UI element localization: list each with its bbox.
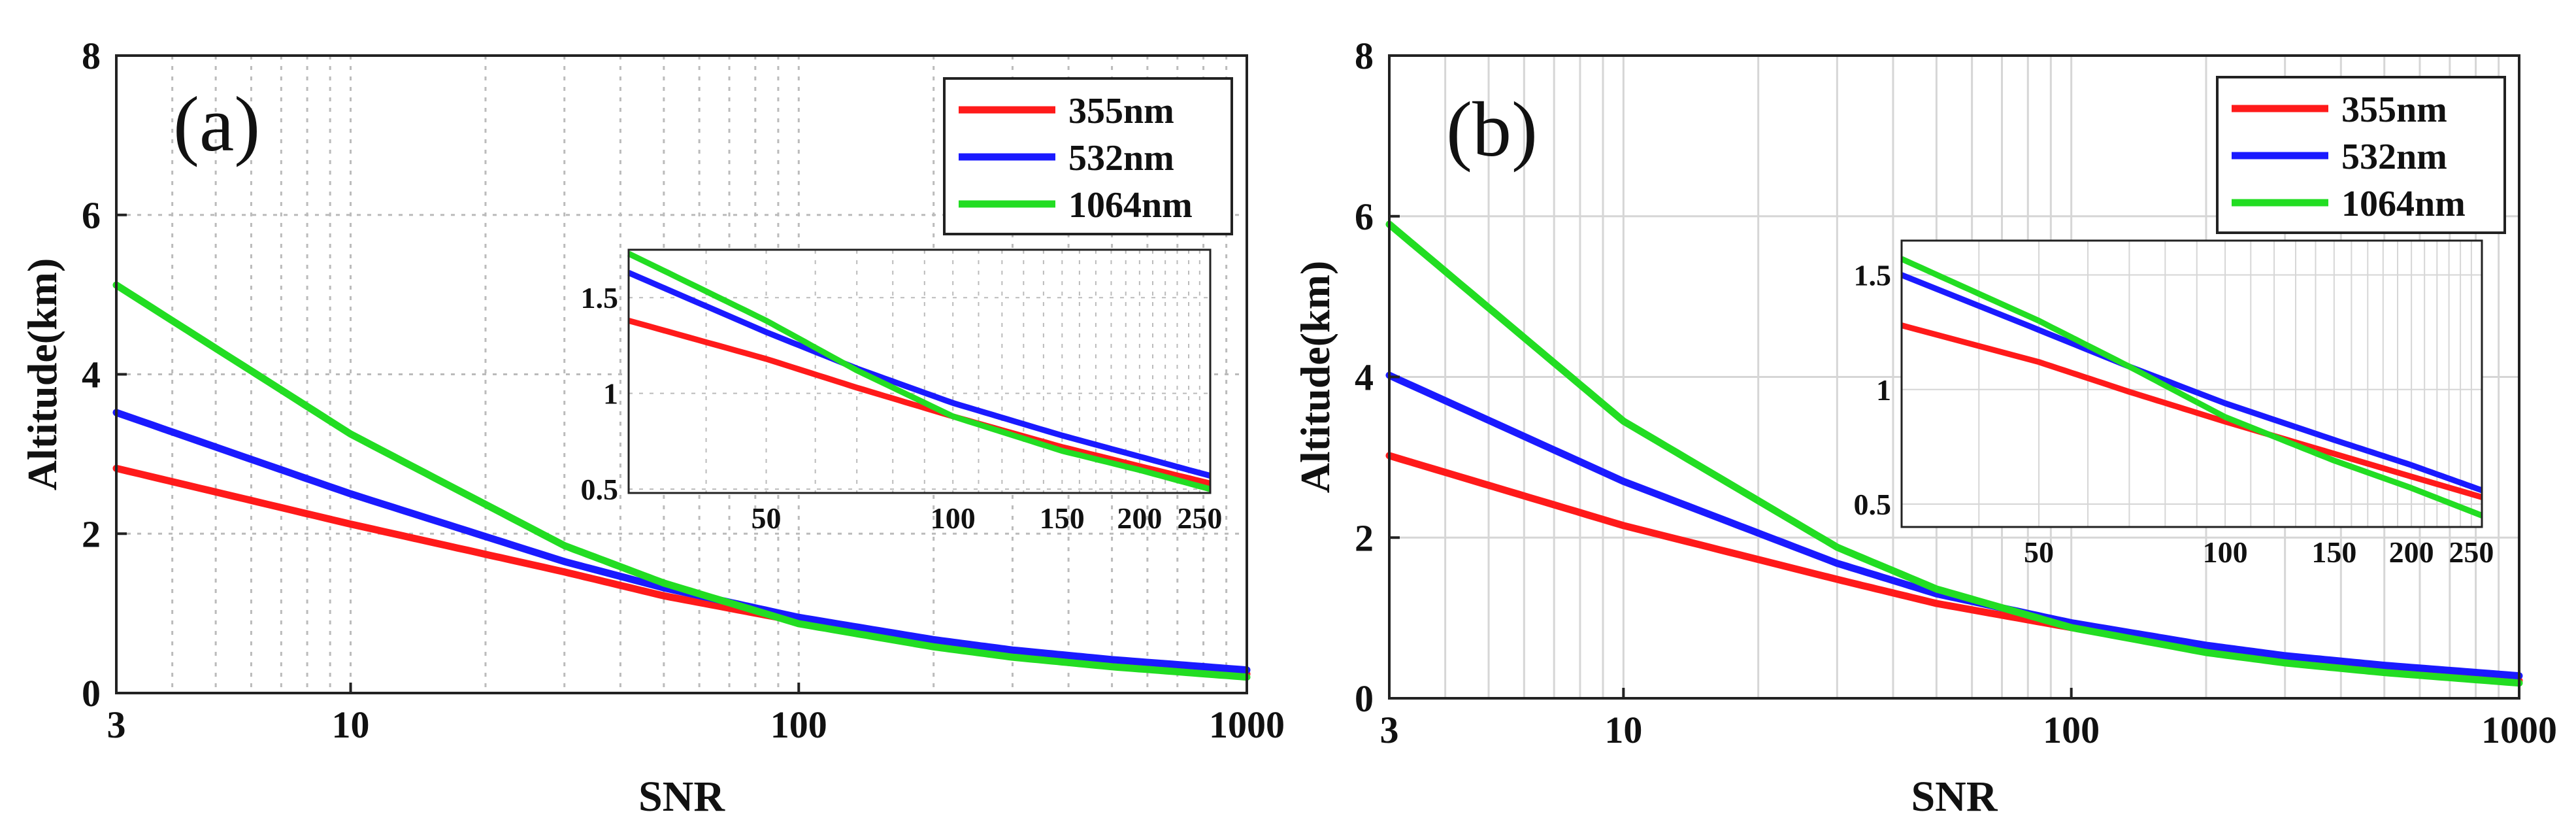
- y-tick-label: 0: [82, 672, 101, 715]
- panel-label: (b): [1446, 86, 1538, 173]
- y-tick-label: 4: [82, 354, 101, 396]
- chart-panel-a: 3 10 100 1000 0 2 4 6 8 SNR Altitude(km) (a) 355nm 53…: [19, 35, 1285, 821]
- inset-x-tick-label: 150: [1040, 501, 1085, 535]
- inset-y-tick-label: 1: [1876, 373, 1891, 407]
- inset-chart: 50 100 150 200 250 0.5 1 1.5: [1854, 239, 2494, 569]
- inset-y-tick-label: 0.5: [1854, 488, 1892, 521]
- series-line-355nm: [112, 464, 1251, 678]
- x-tick-label: 10: [1604, 709, 1642, 751]
- inset-x-tick-label: 150: [2311, 535, 2356, 569]
- inset-chart: 50 100 150 200 250 0.5 1 1.5: [581, 248, 1222, 535]
- inset-series-line-1064nm: [627, 250, 1212, 492]
- x-tick-label: 1000: [2481, 709, 2557, 751]
- y-tick-label: 2: [1355, 517, 1374, 559]
- inset-x-tick-label: 50: [2024, 535, 2054, 569]
- inset-frame: [627, 248, 1212, 494]
- legend-label: 1064nm: [1068, 185, 1193, 226]
- y-axis-label: Altitude(km): [19, 258, 65, 491]
- inset-x-tick-label: 100: [2203, 535, 2248, 569]
- x-tick-label: 3: [107, 704, 126, 746]
- x-tick-label: 3: [1380, 709, 1399, 751]
- inset-x-tick-label: 100: [931, 501, 976, 535]
- legend-label: 532nm: [1068, 138, 1174, 178]
- x-tick-label: 100: [2043, 709, 2100, 751]
- inset-series-line-355nm: [1900, 322, 2483, 500]
- x-tick-label: 100: [770, 704, 827, 746]
- series-line-1064nm: [1385, 220, 2523, 687]
- y-axis-label: Altitude(km): [1292, 261, 1338, 494]
- inset-x-tick-label: 200: [2389, 535, 2434, 569]
- x-tick-label: 1000: [1209, 704, 1285, 746]
- inset-frame: [1900, 239, 2483, 528]
- inset-y-tick-label: 0.5: [581, 473, 619, 506]
- inset-x-tick-label: 50: [751, 501, 782, 535]
- inset-y-tick-label: 1.5: [1854, 259, 1892, 292]
- x-tick-label: 10: [332, 704, 370, 746]
- inset-y-tick-label: 1: [603, 377, 618, 411]
- chart-panel-b: 3 10 100 1000 0 2 4 6 8 SNR Altitude(km) (b) 355nm 53…: [1292, 35, 2557, 821]
- series-line-532nm: [112, 409, 1251, 674]
- y-tick-label: 8: [82, 35, 101, 77]
- y-tick-label: 6: [1355, 195, 1374, 238]
- inset-x-tick-label: 250: [2449, 535, 2494, 569]
- inset-series-line-532nm: [627, 269, 1212, 479]
- inset-y-tick-label: 1.5: [581, 281, 619, 314]
- legend-label: 355nm: [1068, 91, 1174, 131]
- panel-label: (a): [173, 80, 260, 167]
- legend-label: 1064nm: [2341, 184, 2466, 224]
- y-tick-label: 2: [82, 513, 101, 555]
- legend-label: 355nm: [2341, 90, 2447, 130]
- inset-background: [629, 250, 1210, 493]
- y-tick-label: 6: [82, 194, 101, 237]
- inset-x-tick-label: 200: [1117, 501, 1162, 535]
- inset-series-line-532nm: [1900, 272, 2483, 494]
- x-axis-label: SNR: [638, 773, 725, 821]
- inset-series-line-1064nm: [1900, 256, 2483, 518]
- inset-x-tick-label: 250: [1177, 501, 1222, 535]
- legend-label: 532nm: [2341, 137, 2447, 177]
- series-line-532nm: [1385, 371, 2523, 680]
- y-tick-label: 4: [1355, 356, 1374, 399]
- y-tick-label: 0: [1355, 677, 1374, 720]
- series-line-1064nm: [112, 281, 1251, 681]
- y-tick-label: 8: [1355, 35, 1374, 77]
- x-axis-label: SNR: [1911, 773, 1998, 821]
